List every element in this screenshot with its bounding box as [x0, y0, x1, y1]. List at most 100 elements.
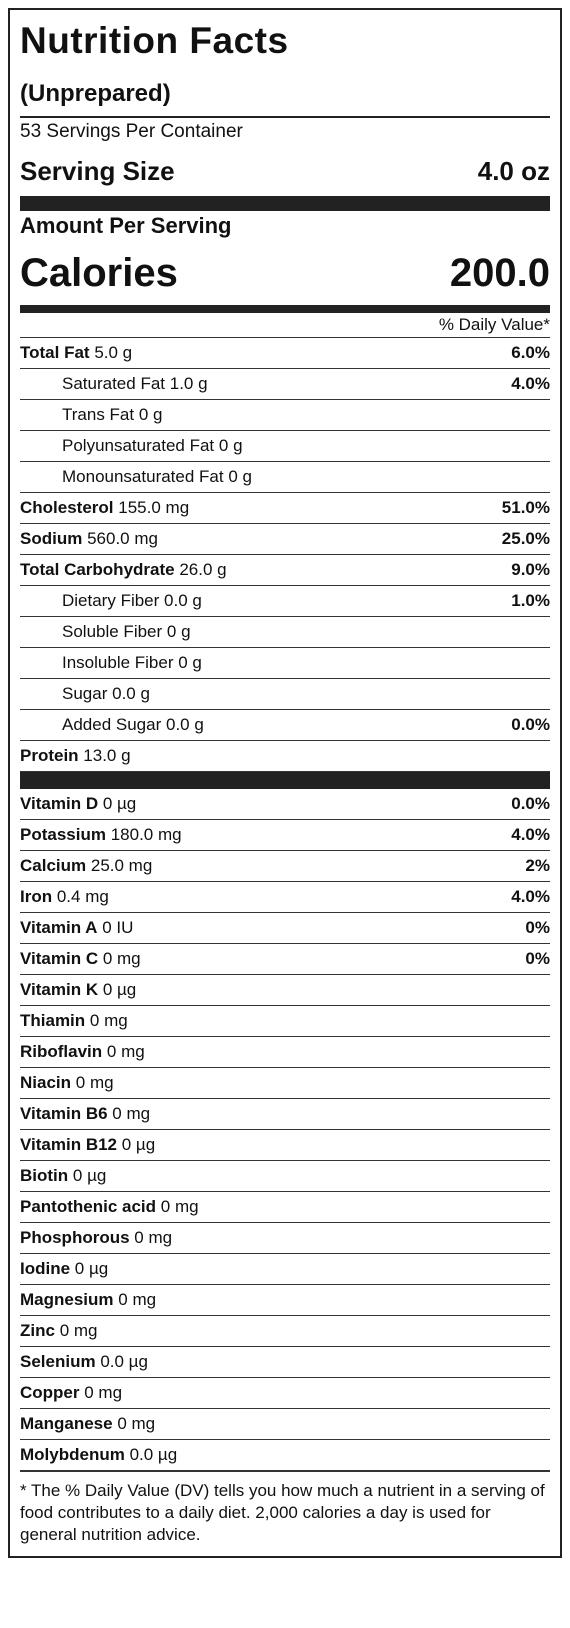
nutrient-name: Added Sugar [62, 715, 162, 734]
nutrient-row: Vitamin C 0 mg 0% [20, 944, 550, 975]
nutrient-row: Calcium 25.0 mg 2% [20, 851, 550, 882]
nutrient-row: Soluble Fiber 0 g [20, 617, 550, 648]
nutrient-text: Vitamin B12 0 µg [20, 1135, 155, 1155]
nutrient-row: Protein 13.0 g [20, 741, 550, 772]
nutrient-row: Dietary Fiber 0.0 g 1.0% [20, 586, 550, 617]
daily-value: 4.0% [511, 374, 550, 393]
nutrient-text: Dietary Fiber 0.0 g [62, 591, 202, 611]
nutrient-row: Manganese 0 mg [20, 1409, 550, 1440]
nutrient-row: Vitamin B6 0 mg [20, 1099, 550, 1130]
nutrient-text: Iron 0.4 mg [20, 887, 109, 907]
nutrient-text: Added Sugar 0.0 g [62, 715, 204, 735]
medium-rule [20, 305, 550, 313]
nutrient-name: Manganese [20, 1414, 113, 1433]
calories: Calories 200.0 [20, 241, 550, 305]
nutrient-text: Phosphorous 0 mg [20, 1228, 172, 1248]
daily-value: 0% [525, 918, 550, 937]
nutrient-name: Vitamin A [20, 918, 98, 937]
nutrient-row: Monounsaturated Fat 0 g [20, 462, 550, 493]
nutrient-text: Vitamin D 0 µg [20, 794, 136, 814]
nutrient-text: Magnesium 0 mg [20, 1290, 156, 1310]
nutrient-text: Saturated Fat 1.0 g [62, 374, 208, 394]
daily-value: 9.0% [511, 560, 550, 579]
nutrient-amount: 0.0 g [112, 684, 150, 703]
nutrient-row: Niacin 0 mg [20, 1068, 550, 1099]
title-text: Nutrition Facts [20, 20, 289, 61]
nutrient-amount: 0 mg [75, 1073, 114, 1092]
nutrient-name: Trans Fat [62, 405, 135, 424]
nutrient-name: Biotin [20, 1166, 69, 1185]
nutrient-text: Potassium 180.0 mg [20, 825, 182, 845]
vitamins: Vitamin D 0 µg 0.0% Potassium 180.0 mg 4.0%… [20, 789, 550, 1471]
nutrient-name: Iodine [20, 1259, 71, 1278]
amount-per-serving-text: Amount Per Serving [20, 213, 232, 238]
subtitle: (Unprepared) [20, 72, 550, 118]
subtitle-text: (Unprepared) [20, 80, 171, 107]
nutrient-amount: 0.0 µg [129, 1445, 178, 1464]
nutrient-text: Cholesterol 155.0 mg [20, 498, 189, 518]
nutrient-name: Cholesterol [20, 498, 114, 517]
nutrient-text: Vitamin B6 0 mg [20, 1104, 150, 1124]
nutrient-amount: 560.0 mg [87, 529, 158, 548]
nutrient-row: Copper 0 mg [20, 1378, 550, 1409]
nutrient-name: Thiamin [20, 1011, 86, 1030]
nutrient-row: Zinc 0 mg [20, 1316, 550, 1347]
nutrient-row: Polyunsaturated Fat 0 g [20, 431, 550, 462]
nutrient-name: Protein [20, 746, 79, 765]
nutrient-amount: 0 mg [102, 949, 141, 968]
nutrient-text: Total Carbohydrate 26.0 g [20, 560, 227, 580]
daily-value: 0% [525, 949, 550, 968]
nutrient-amount: 13.0 g [83, 746, 131, 765]
nutrient-text: Thiamin 0 mg [20, 1011, 128, 1031]
nutrient-row: Vitamin A 0 IU 0% [20, 913, 550, 944]
nutrient-name: Potassium [20, 825, 106, 844]
nutrient-name: Dietary Fiber [62, 591, 160, 610]
nutrient-row: Selenium 0.0 µg [20, 1347, 550, 1378]
nutrient-row: Sodium 560.0 mg 25.0% [20, 524, 550, 555]
daily-value: 1.0% [511, 591, 550, 610]
nutrient-name: Polyunsaturated Fat [62, 436, 215, 455]
nutrient-text: Manganese 0 mg [20, 1414, 155, 1434]
nutrient-row: Insoluble Fiber 0 g [20, 648, 550, 679]
nutrient-amount: 0 µg [72, 1166, 107, 1185]
nutrient-name: Zinc [20, 1321, 55, 1340]
nutrient-amount: 0 mg [59, 1321, 98, 1340]
nutrient-row: Total Fat 5.0 g 6.0% [20, 338, 550, 369]
nutrient-name: Calcium [20, 856, 87, 875]
nutrient-text: Protein 13.0 g [20, 746, 131, 766]
nutrient-row: Magnesium 0 mg [20, 1285, 550, 1316]
daily-value: 2% [525, 856, 550, 875]
nutrient-row: Potassium 180.0 mg 4.0% [20, 820, 550, 851]
nutrient-text: Polyunsaturated Fat 0 g [62, 436, 243, 456]
nutrient-name: Soluble Fiber [62, 622, 163, 641]
nutrient-name: Insoluble Fiber [62, 653, 174, 672]
nutrient-amount: 0 mg [84, 1383, 123, 1402]
nutrient-row: Thiamin 0 mg [20, 1006, 550, 1037]
nutrient-amount: 0 mg [106, 1042, 145, 1061]
nutrient-row: Total Carbohydrate 26.0 g 9.0% [20, 555, 550, 586]
nutrient-row: Sugar 0.0 g [20, 679, 550, 710]
nutrient-name: Copper [20, 1383, 80, 1402]
nutrient-text: Biotin 0 µg [20, 1166, 106, 1186]
nutrient-row: Vitamin K 0 µg [20, 975, 550, 1006]
nutrient-name: Total Carbohydrate [20, 560, 175, 579]
daily-value: 0.0% [511, 715, 550, 734]
nutrient-amount: 155.0 mg [118, 498, 190, 517]
nutrient-name: Sodium [20, 529, 83, 548]
nutrient-amount: 0 g [218, 436, 243, 455]
nutrient-text: Sugar 0.0 g [62, 684, 150, 704]
servings: 53 Servings Per Container [20, 118, 550, 146]
nutrient-row: Pantothenic acid 0 mg [20, 1192, 550, 1223]
nutrient-text: Pantothenic acid 0 mg [20, 1197, 199, 1217]
nutrient-name: Monounsaturated Fat [62, 467, 224, 486]
nutrient-text: Insoluble Fiber 0 g [62, 653, 202, 673]
nutrients: Total Fat 5.0 g 6.0% Saturated Fat 1.0 g 4.… [20, 338, 550, 772]
nutrient-amount: 0 mg [117, 1414, 156, 1433]
nutrient-amount: 0 µg [102, 980, 137, 999]
nutrient-name: Iron [20, 887, 53, 906]
nutrient-text: Vitamin C 0 mg [20, 949, 141, 969]
nutrient-amount: 0 g [138, 405, 163, 424]
nutrient-text: Vitamin K 0 µg [20, 980, 136, 1000]
nutrient-amount: 0 µg [102, 794, 137, 813]
